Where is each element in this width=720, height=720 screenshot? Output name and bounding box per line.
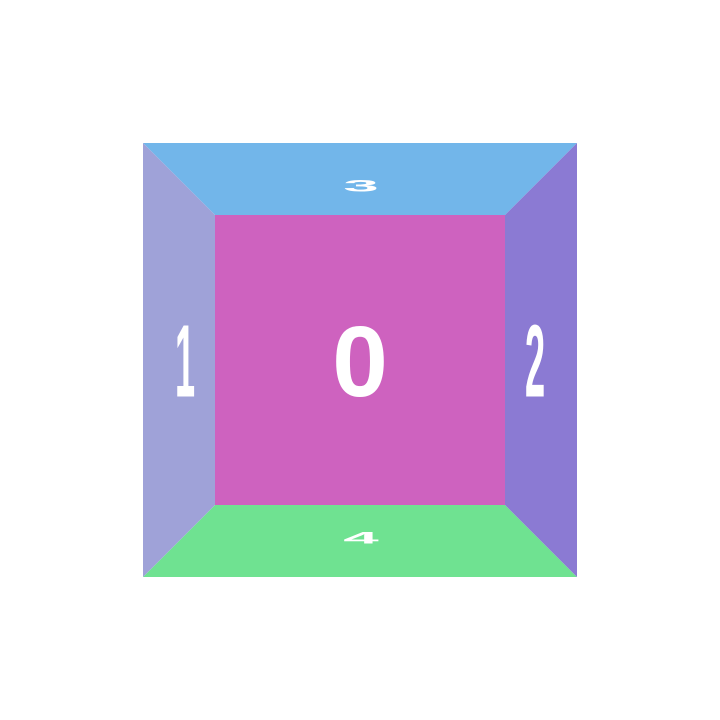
face-bottom xyxy=(143,505,577,577)
face-bottom-label: 4 xyxy=(343,529,379,548)
face-top xyxy=(143,143,577,215)
face-right xyxy=(505,143,577,577)
face-front xyxy=(215,215,505,505)
face-top-label: 3 xyxy=(343,177,378,196)
face-right-label: 2 xyxy=(525,305,545,420)
face-left-label: 1 xyxy=(175,305,195,420)
face-left xyxy=(143,143,215,577)
face-front-label: 0 xyxy=(332,306,388,418)
